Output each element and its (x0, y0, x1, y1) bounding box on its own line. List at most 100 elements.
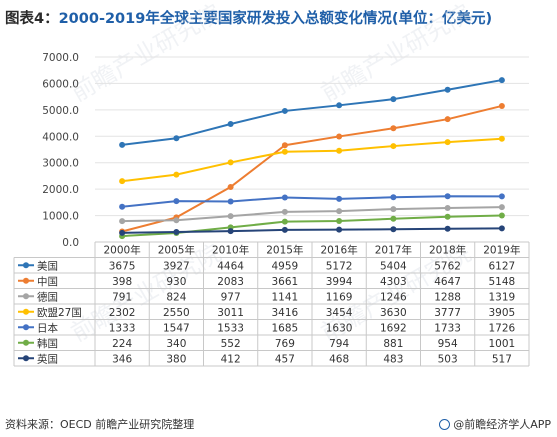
legend-entry: 德国 (37, 290, 58, 303)
series-日本 (119, 193, 505, 210)
watermark-text: 前瞻产业研究院 (66, 0, 225, 107)
data-label: 3675 (109, 260, 136, 272)
data-label: 4647 (434, 276, 461, 288)
source-note: 资料来源：OECD 前瞻产业研究院整理 (5, 418, 195, 431)
chart-grid (95, 56, 529, 243)
data-point (444, 193, 451, 200)
data-point (390, 125, 397, 132)
data-point (336, 133, 343, 140)
data-label: 412 (221, 353, 241, 365)
data-label: 3927 (163, 260, 190, 272)
data-label: 483 (383, 353, 403, 365)
data-point (227, 198, 234, 205)
series-line (122, 137, 502, 183)
data-label: 3011 (217, 307, 244, 319)
data-label: 5404 (380, 260, 407, 272)
data-point (281, 226, 288, 233)
data-point (498, 225, 505, 232)
data-point (173, 228, 180, 235)
data-point (119, 178, 126, 185)
data-label: 794 (329, 338, 349, 350)
data-point (227, 183, 234, 190)
legend-entry: 欧盟27国 (37, 307, 82, 319)
series-美国 (119, 77, 505, 148)
y-tick-label: 5000.0 (42, 105, 79, 117)
data-table: 2000年 2005年 2010年 2015年 2016年 2017年 2018年 2019年… (13, 241, 530, 367)
data-point (281, 142, 288, 149)
data-label: 1630 (326, 322, 353, 334)
x-tick-label: 2000年 (104, 244, 141, 257)
data-label: 4959 (272, 260, 299, 272)
data-point (390, 215, 397, 222)
data-point (336, 147, 343, 154)
y-tick-label: 6000.0 (42, 78, 79, 90)
data-point (390, 143, 397, 150)
data-point (281, 107, 288, 114)
data-label: 552 (221, 338, 241, 350)
data-point (336, 195, 343, 202)
y-tick-label: 7000.0 (42, 52, 79, 64)
series-line (122, 206, 502, 223)
series-德国 (119, 204, 505, 225)
data-point (498, 135, 505, 142)
data-point (498, 193, 505, 200)
data-label: 1319 (489, 291, 516, 303)
series-欧盟27国 (119, 135, 505, 185)
chart-series (119, 77, 505, 240)
y-axis: 0.0 1000.0 2000.0 3000.0 4000.0 5000.0 6000.0 7… (42, 52, 79, 249)
data-point (336, 226, 343, 233)
data-label: 1692 (380, 322, 407, 334)
data-label: 3416 (272, 307, 299, 319)
data-point (498, 77, 505, 84)
figure-title: 图表4： 2000-2019年全球主要国家研发投入总额变化情况(单位：亿美元) (0, 0, 557, 34)
series-英国 (119, 225, 505, 236)
x-tick-label: 2015年 (266, 244, 303, 257)
watermark-text: 前瞻产业研究院 (66, 239, 225, 347)
data-label: 224 (112, 338, 132, 350)
data-label: 1288 (434, 291, 461, 303)
legend-key-marker (23, 355, 29, 362)
legend-entry: 美国 (37, 259, 58, 272)
data-label: 3994 (326, 276, 353, 288)
data-point (281, 194, 288, 201)
y-tick-label: 3000.0 (42, 158, 79, 170)
data-point (390, 96, 397, 103)
data-label: 5148 (489, 276, 516, 288)
data-label: 340 (166, 338, 186, 350)
y-tick-label: 1000.0 (42, 211, 79, 223)
data-label: 5762 (434, 260, 461, 272)
data-label: 1333 (109, 322, 136, 334)
data-point (390, 194, 397, 201)
data-label: 769 (275, 338, 295, 350)
data-label: 3630 (380, 307, 407, 319)
data-label: 1685 (272, 322, 299, 334)
data-point (119, 203, 126, 210)
data-label: 881 (383, 338, 403, 350)
data-label: 2550 (163, 307, 190, 319)
data-label: 2302 (109, 307, 136, 319)
data-point (390, 206, 397, 213)
data-label: 2083 (217, 276, 244, 288)
watermark-text: 前瞻产业研究院 (316, 0, 475, 107)
data-label: 398 (112, 276, 132, 288)
data-label: 1726 (489, 322, 516, 334)
data-label: 1246 (380, 291, 407, 303)
data-label: 380 (166, 353, 186, 365)
legend-key-marker (23, 308, 29, 315)
brand-logo-icon (439, 418, 451, 430)
data-label: 1733 (434, 322, 461, 334)
data-label: 954 (438, 338, 458, 350)
data-label: 5172 (326, 260, 353, 272)
brand-text: @前瞻经济学人APP (453, 418, 551, 431)
legend-key-marker (23, 339, 29, 346)
data-point (444, 204, 451, 211)
series-中国 (119, 102, 505, 235)
data-point (173, 171, 180, 178)
series-line (121, 104, 503, 233)
y-tick-label: 2000.0 (42, 184, 79, 196)
data-label: 3661 (272, 276, 299, 288)
data-label: 791 (112, 291, 132, 303)
data-point (498, 212, 505, 219)
